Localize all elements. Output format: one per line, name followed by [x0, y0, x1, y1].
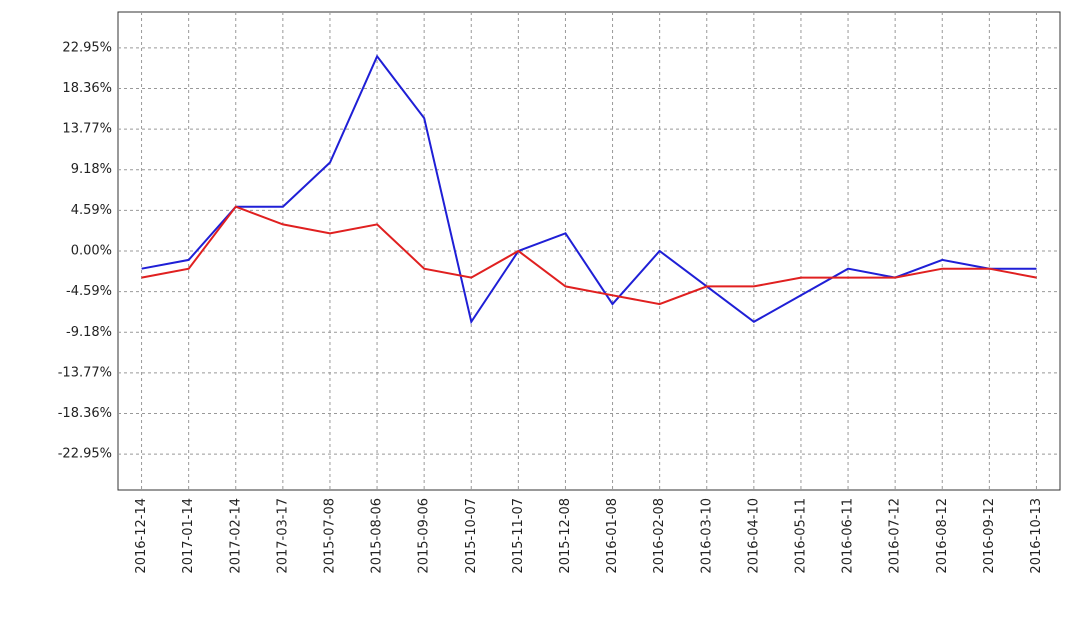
y-tick-label: -9.18% — [66, 325, 112, 340]
x-tick-label: 2016-03-10 — [699, 498, 714, 574]
y-tick-label: -22.95% — [58, 447, 112, 462]
y-tick-label: -4.59% — [66, 284, 112, 299]
y-tick-label: 0.00% — [71, 244, 112, 259]
y-tick-label: 13.77% — [62, 122, 112, 137]
y-tick-label: -13.77% — [58, 365, 112, 380]
y-tick-label: 18.36% — [62, 81, 112, 96]
x-tick-label: 2016-07-12 — [888, 498, 903, 574]
series-line — [141, 54, 1037, 325]
x-tick-label: 2015-07-08 — [322, 498, 337, 574]
x-tick-label: 2016-05-11 — [793, 498, 808, 574]
y-tick-label: -18.36% — [58, 406, 112, 421]
x-tick-label: 2016-12-14 — [134, 498, 149, 574]
x-tick-label: 2015-09-06 — [417, 498, 432, 574]
x-tick-label: 2016-10-13 — [1029, 498, 1044, 574]
x-tick-label: 2015-11-07 — [511, 498, 526, 574]
x-tick-label: 2017-02-14 — [228, 498, 243, 574]
y-tick-label: 22.95% — [62, 40, 112, 55]
x-tick-label: 2016-08-12 — [935, 498, 950, 574]
y-tick-label: 4.59% — [71, 203, 112, 218]
x-tick-label: 2015-12-08 — [558, 498, 573, 574]
x-tick-label: 2016-02-08 — [652, 498, 667, 574]
y-tick-label: 9.18% — [71, 162, 112, 177]
x-tick-label: 2016-01-08 — [605, 498, 620, 574]
x-tick-label: 2016-09-12 — [982, 498, 997, 574]
x-tick-label: 2017-01-14 — [181, 498, 196, 574]
x-tick-label: 2016-04-10 — [746, 498, 761, 574]
x-tick-label: 2016-06-11 — [841, 498, 856, 574]
x-tick-label: 2015-08-06 — [370, 498, 385, 574]
series-line — [141, 205, 1037, 306]
x-tick-label: 2017-03-17 — [275, 498, 290, 574]
x-tick-label: 2015-10-07 — [464, 498, 479, 574]
